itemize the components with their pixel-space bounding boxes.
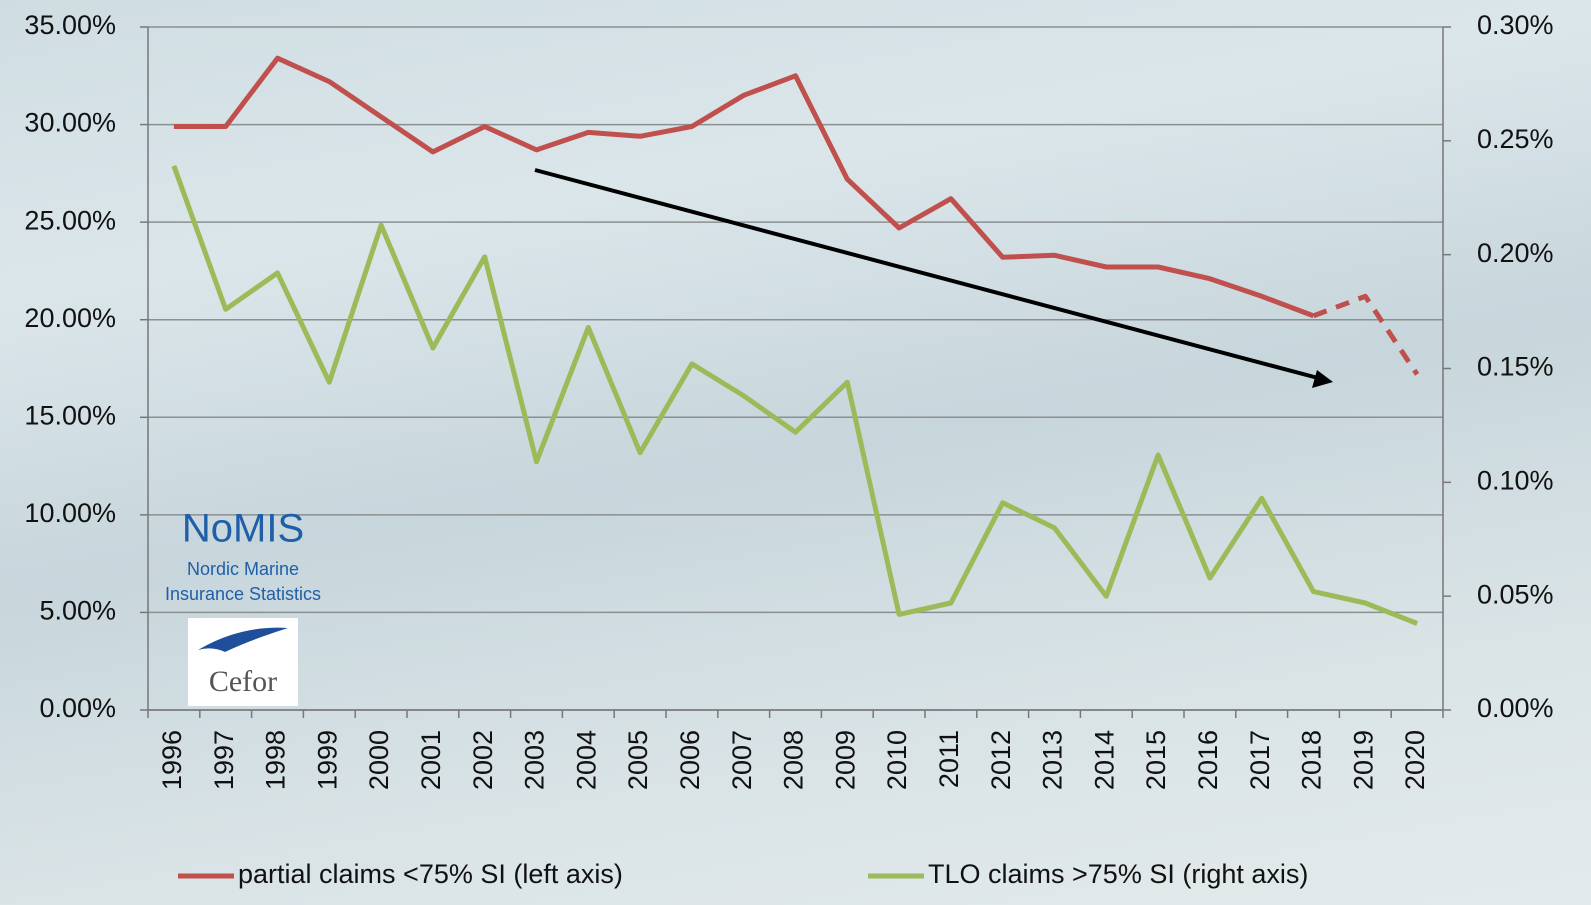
x-tick-label: 2014 [1089, 730, 1119, 790]
x-tick-label: 2019 [1348, 730, 1378, 790]
y-tick-label: 25.00% [24, 205, 116, 235]
y-tick-label: 20.00% [24, 303, 116, 333]
x-tick-label: 2016 [1193, 730, 1223, 790]
x-tick-label: 2004 [571, 730, 601, 790]
x-tick-label: 1996 [157, 730, 187, 790]
y2-tick-label: 0.00% [1477, 693, 1554, 723]
x-tick-label: 2013 [1038, 730, 1068, 790]
y-tick-label: 15.00% [24, 400, 116, 430]
chart: NoMIS Nordic Marine Insurance Statistics… [0, 0, 1591, 905]
y2-tick-label: 0.15% [1477, 352, 1554, 382]
x-tick-label: 1999 [312, 730, 342, 790]
y2-tick-label: 0.05% [1477, 579, 1554, 609]
arrow-shaft [535, 170, 1318, 378]
y2-tick-label: 0.20% [1477, 238, 1554, 268]
logo-subtitle: Insurance Statistics [165, 584, 321, 604]
logo-title: NoMIS [182, 507, 304, 551]
arrow-head [1312, 370, 1333, 388]
x-tick-label: 2018 [1297, 730, 1327, 790]
y-tick-label: 0.00% [39, 693, 116, 723]
x-tick-label: 2008 [779, 730, 809, 790]
x-tick-label: 1998 [261, 730, 291, 790]
y-tick-label: 35.00% [24, 10, 116, 40]
x-tick-label: 2010 [882, 730, 912, 790]
logo-subtitle: Nordic Marine [187, 559, 299, 579]
y-tick-label: 30.00% [24, 108, 116, 138]
logo-brand: Cefor [209, 665, 277, 698]
y2-tick-label: 0.30% [1477, 10, 1554, 40]
series-line [174, 58, 1314, 316]
legend-label: TLO claims >75% SI (right axis) [928, 859, 1308, 889]
page: NoMIS Nordic Marine Insurance Statistics… [0, 0, 1591, 905]
x-tick-label: 2009 [830, 730, 860, 790]
logo: NoMIS Nordic Marine Insurance Statistics… [165, 507, 321, 706]
x-tick-label: 2002 [468, 730, 498, 790]
x-tick-label: 2001 [416, 730, 446, 790]
x-tick-label: 2003 [520, 730, 550, 790]
x-tick-label: 2012 [986, 730, 1016, 790]
x-tick-label: 2006 [675, 730, 705, 790]
y2-tick-label: 0.25% [1477, 124, 1554, 154]
y-tick-label: 5.00% [39, 596, 116, 626]
x-tick-label: 2007 [727, 730, 757, 790]
legend-label: partial claims <75% SI (left axis) [238, 859, 623, 889]
y2-tick-label: 0.10% [1477, 465, 1554, 495]
x-tick-label: 1997 [209, 730, 239, 790]
series-line [174, 166, 1417, 624]
x-tick-label: 2017 [1245, 730, 1275, 790]
x-tick-label: 2000 [364, 730, 394, 790]
series-line [1314, 296, 1418, 374]
y-tick-label: 10.00% [24, 498, 116, 528]
x-tick-label: 2020 [1400, 730, 1430, 790]
x-tick-label: 2015 [1141, 730, 1171, 790]
x-tick-label: 2005 [623, 730, 653, 790]
x-tick-label: 2011 [934, 730, 964, 788]
